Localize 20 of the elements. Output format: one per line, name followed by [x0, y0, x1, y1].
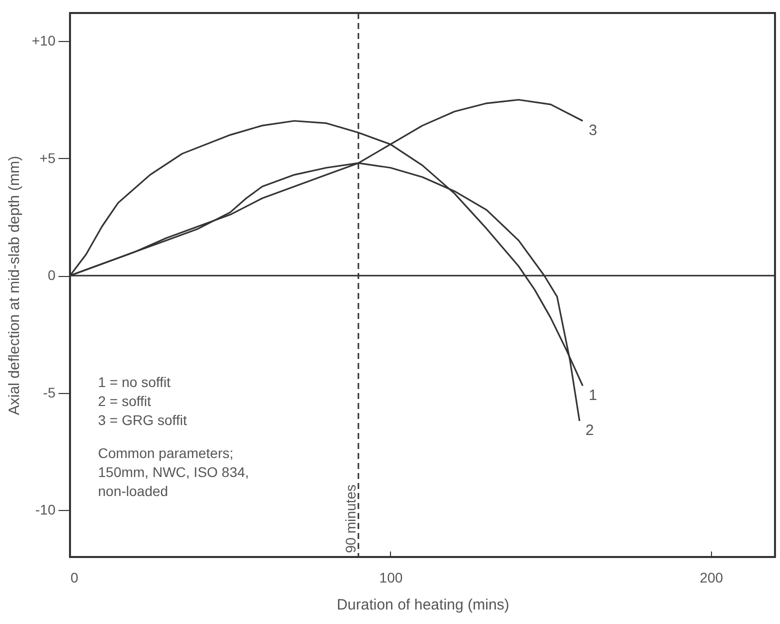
- annotation: 2 = soffit: [98, 393, 152, 409]
- y-tick-label: 0: [48, 267, 56, 284]
- x-axis-title: Duration of heating (mins): [336, 596, 510, 614]
- series-label: 2: [586, 422, 594, 439]
- y-tick-label: +5: [40, 150, 56, 166]
- x-tick-label: 200: [700, 570, 724, 586]
- y-tick-label: +10: [32, 32, 56, 49]
- annotation: Common parameters;: [98, 445, 234, 461]
- y-axis-title: Axial deflection at mid-slab depth (mm): [6, 156, 23, 416]
- ref-line-label: 90 minutes: [342, 484, 358, 553]
- annotation: 150mm, NWC, ISO 834,: [98, 464, 249, 480]
- annotation: 1 = no soffit: [98, 374, 171, 390]
- y-tick-label: -10: [35, 502, 56, 518]
- series-label: 3: [588, 122, 598, 139]
- annotation: non-loaded: [98, 483, 168, 499]
- x-tick-label: 0: [70, 570, 78, 586]
- series-label: 1: [588, 386, 598, 404]
- annotation: 3 = GRG soffit: [98, 412, 187, 428]
- x-tick-label: 100: [379, 570, 403, 586]
- y-tick-label: -5: [43, 384, 56, 400]
